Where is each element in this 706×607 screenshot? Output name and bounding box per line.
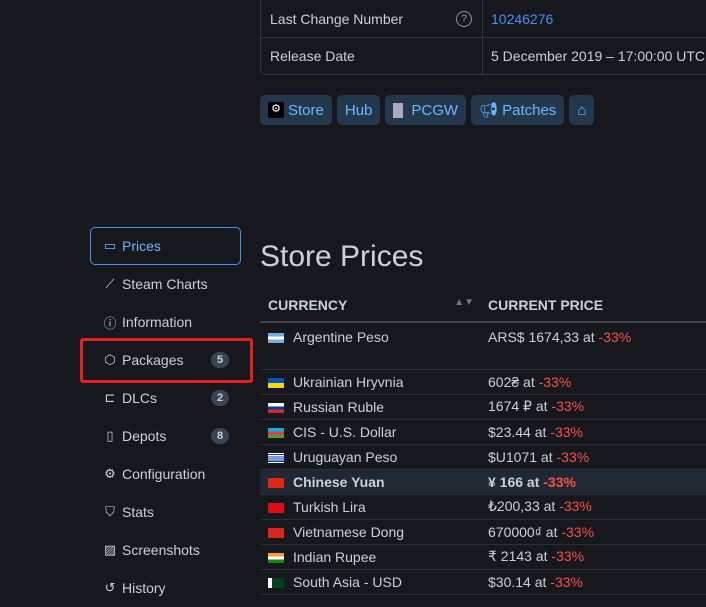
flag-icon (268, 427, 284, 438)
price-cell: ¥ 166 at -33% (480, 469, 706, 495)
flag-icon (268, 552, 284, 563)
discount: -33% (556, 448, 590, 465)
price-row: Ukrainian Hryvnia 602₴ at -33% (260, 369, 706, 395)
currency-cell: CIS - U.S. Dollar (260, 419, 480, 445)
flag-icon (268, 527, 284, 538)
info-row-last-change: Last Change Number? 10246276 (261, 0, 706, 37)
help-icon[interactable]: ? (456, 10, 472, 27)
discount: -33% (538, 373, 572, 390)
price-cell: ₹ 2143 at -33% (480, 544, 706, 570)
price-row: Russian Ruble 1674 ₽ at -33% (260, 394, 706, 420)
megaphone-icon: 📢︎ (479, 102, 499, 119)
price-cell: 1674 ₽ at -33% (480, 394, 706, 420)
price-cell: ₺200,33 at -33% (480, 494, 706, 520)
change-number-link[interactable]: 10246276 (491, 10, 554, 27)
currency-cell: Indian Rupee (260, 544, 480, 570)
sidebar-item-screenshots[interactable]: ▨ Screenshots (103, 542, 200, 558)
server-icon: ▯ (106, 428, 114, 443)
price-row: CIS - U.S. Dollar $23.44 at -33% (260, 419, 706, 445)
currency-cell: Argentine Peso (260, 322, 480, 370)
currency-cell: Ukrainian Hryvnia (260, 369, 480, 395)
plug-icon: ⊏ (104, 390, 116, 405)
sidebar-item-depots[interactable]: ▯ Depots 8 (90, 417, 241, 455)
discount: -33% (550, 573, 583, 590)
external-links: ⚙ Store Hub PCGW 📢︎ Patches ⌂ (260, 95, 595, 125)
currency-cell: Turkish Lira (260, 494, 480, 520)
sidebar-item-dlcs[interactable]: ⊏ DLCs 2 (90, 379, 241, 417)
packages-count-badge: 5 (211, 352, 229, 368)
current-price-header[interactable]: CURRENT PRICE (480, 289, 706, 323)
flag-icon (268, 402, 284, 413)
flag-icon (268, 502, 284, 513)
currency-cell: Chinese Yuan (260, 469, 480, 495)
pcgw-button[interactable]: PCGW (385, 95, 467, 125)
gear-icon: ⚙ (104, 466, 116, 481)
prices-table: CURRENCY ▲▼ CURRENT PRICE Argentine Peso A… (260, 289, 706, 595)
sort-icon[interactable]: ▲▼ (454, 297, 474, 308)
currency-cell: Uruguayan Peso (260, 444, 480, 470)
price-row: Argentine Peso ARS$ 1674,33 at -33% (260, 322, 706, 370)
home-button[interactable]: ⌂ (569, 95, 595, 125)
steam-icon: ⚙ (268, 102, 284, 118)
currency-cell: South Asia - USD (260, 569, 480, 595)
store-button[interactable]: ⚙ Store (260, 95, 332, 125)
currency-header[interactable]: CURRENCY ▲▼ (260, 289, 480, 323)
discount: -33% (561, 523, 595, 540)
app-info-table: Last Change Number? 10246276 Release Dat… (260, 0, 706, 75)
sidebar-item-history[interactable]: ↺ History (90, 569, 241, 607)
sidebar-item-information[interactable]: ⓘ Information (103, 314, 193, 331)
info-row-release-date: Release Date 5 December 2019 – 17:00:00 … (261, 37, 706, 74)
price-row: Indian Rupee ₹ 2143 at -33% (260, 544, 706, 570)
price-row: Chinese Yuan ¥ 166 at -33% (260, 469, 706, 495)
graph-icon: ⟋ (105, 276, 115, 291)
price-row: Uruguayan Peso $U1071 at -33% (260, 444, 706, 470)
discount: -33% (551, 398, 585, 414)
patches-button[interactable]: 📢︎ Patches (471, 95, 565, 125)
currency-cell: Vietnamese Dong (260, 519, 480, 545)
discount: -33% (598, 329, 632, 345)
depots-count-badge: 8 (211, 428, 229, 444)
history-icon: ↺ (104, 580, 116, 595)
price-cell: $23.44 at -33% (480, 419, 706, 445)
info-key: Last Change Number (270, 10, 404, 27)
sidebar-item-packages[interactable]: ⬡ Packages 5 (90, 341, 241, 379)
flag-icon (268, 577, 284, 588)
package-icon: ⬡ (104, 352, 116, 367)
page-title: Store Prices (260, 240, 424, 273)
sidebar-item-stats[interactable]: ⛉ Stats (90, 493, 241, 531)
discount: -33% (559, 498, 592, 514)
discount: -33% (551, 548, 585, 564)
price-cell: ARS$ 1674,33 at -33% (480, 322, 706, 370)
price-cell: 602₴ at -33% (480, 369, 706, 395)
info-key: Release Date (270, 48, 355, 64)
sidebar-nav: ▭ Prices ⟋ Steam Charts ⓘ Information ⬡ Pack… (90, 227, 241, 607)
flag-icon (268, 477, 284, 488)
discount: -33% (543, 473, 576, 490)
price-cell: $U1071 at -33% (480, 444, 706, 470)
price-cell: 670000₫ at -33% (480, 519, 706, 545)
sidebar-item-steam-charts[interactable]: ⟋ Steam Charts (90, 265, 241, 303)
bookmark-icon: ⛉ (105, 504, 115, 519)
discount: -33% (550, 423, 583, 440)
hub-button[interactable]: Hub (336, 95, 381, 125)
dlcs-count-badge: 2 (211, 390, 229, 406)
home-icon: ⌂ (577, 101, 587, 119)
flag-icon (268, 377, 284, 388)
currency-cell: Russian Ruble (260, 394, 480, 420)
price-row: Vietnamese Dong 670000₫ at -33% (260, 519, 706, 545)
info-icon: ⓘ (103, 315, 117, 331)
packages-highlight-box (80, 338, 253, 383)
sidebar-item-configuration[interactable]: ⚙ Configuration (90, 455, 241, 493)
price-row: South Asia - USD $30.14 at -33% (260, 569, 706, 595)
sidebar-item-prices[interactable]: ▭ Prices (90, 227, 241, 265)
price-cell: $30.14 at -33% (480, 569, 706, 595)
image-icon: ▨ (103, 542, 117, 557)
wallet-icon: ▭ (103, 238, 117, 253)
flag-icon (268, 333, 284, 344)
flag-icon (268, 452, 284, 463)
release-date-value: 5 December 2019 – 17:00:00 UTC (491, 48, 706, 64)
price-row: Turkish Lira ₺200,33 at -33% (260, 494, 706, 520)
pcgw-icon (393, 102, 404, 118)
